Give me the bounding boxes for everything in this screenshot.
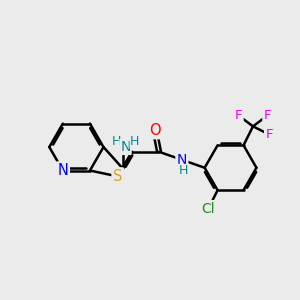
Text: F: F [264, 109, 271, 122]
Text: H: H [111, 135, 121, 148]
Text: O: O [149, 123, 161, 138]
Text: F: F [235, 109, 242, 122]
Text: H: H [130, 135, 140, 148]
Text: Cl: Cl [202, 202, 215, 216]
Text: N: N [177, 153, 187, 167]
Text: H: H [178, 164, 188, 178]
Text: S: S [113, 169, 122, 184]
Text: F: F [266, 128, 273, 141]
Text: N: N [120, 140, 130, 154]
Text: N: N [57, 163, 68, 178]
